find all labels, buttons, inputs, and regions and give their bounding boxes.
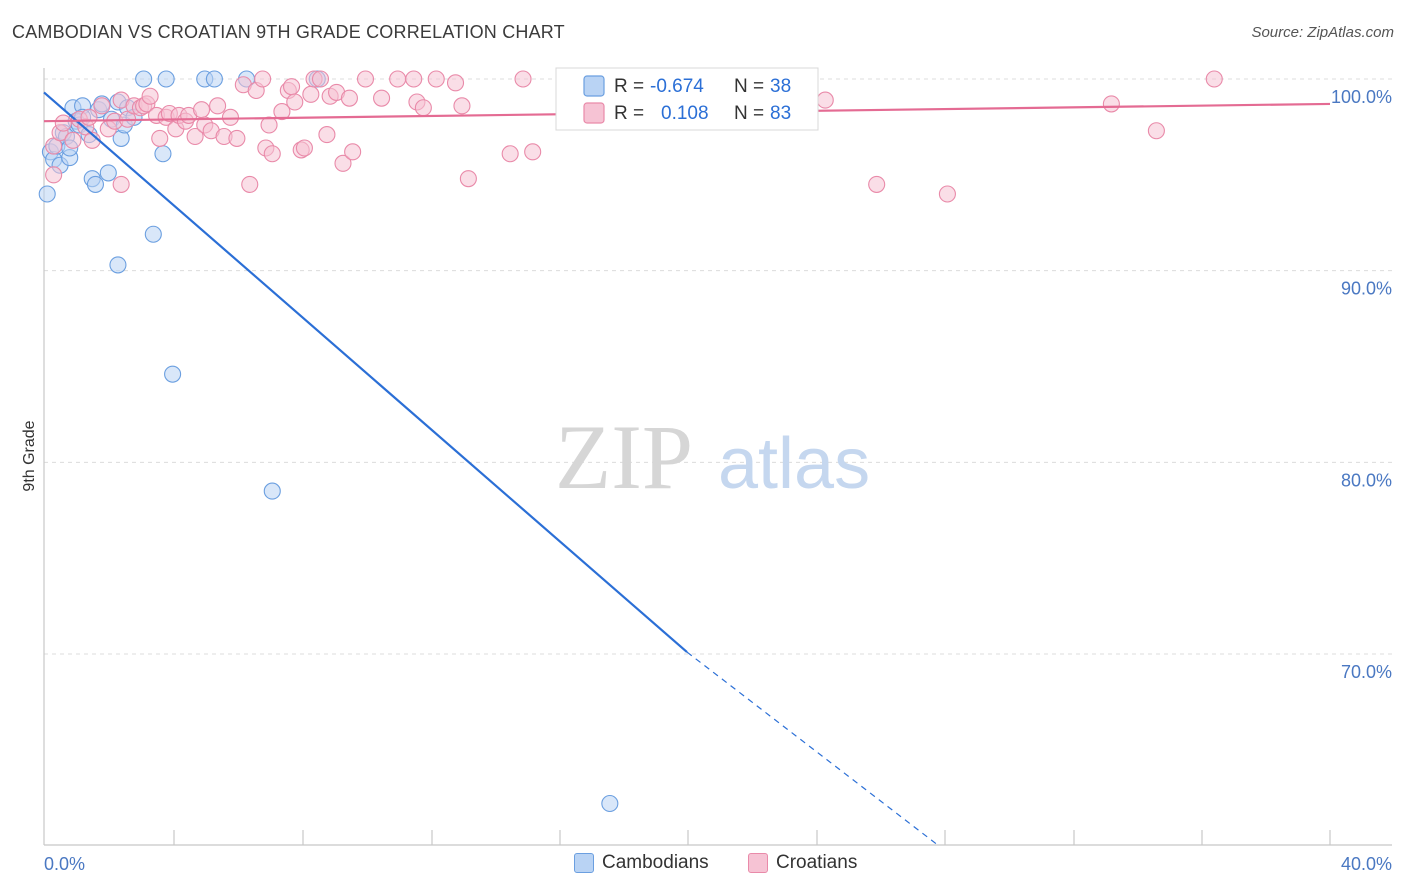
point-croatians bbox=[54, 114, 72, 132]
point-croatians bbox=[459, 170, 477, 188]
legend-item-cambodians[interactable]: Cambodians bbox=[574, 852, 709, 874]
legend-r-label-blue: R = bbox=[614, 76, 644, 97]
y-axis-label: 9th Grade bbox=[21, 420, 38, 491]
point-croatians bbox=[816, 91, 834, 109]
point-croatians bbox=[356, 70, 375, 88]
gridlines bbox=[44, 78, 1392, 655]
point-croatians bbox=[501, 145, 519, 163]
watermark-zip: ZIP bbox=[555, 406, 693, 508]
point-cambodians bbox=[157, 70, 175, 88]
legend-swatch-croatians bbox=[748, 853, 768, 873]
watermark-atlas: atlas bbox=[718, 424, 870, 504]
point-croatians bbox=[446, 74, 465, 92]
point-croatians bbox=[1102, 95, 1120, 113]
y-tick-label: 70.0% bbox=[1341, 662, 1392, 682]
legend-r-value-pink: 0.108 bbox=[661, 103, 709, 124]
point-croatians bbox=[286, 93, 304, 111]
point-croatians bbox=[524, 143, 542, 161]
point-croatians bbox=[373, 89, 391, 107]
legend-box: R = -0.674 N = 38 R = 0.108 N = 83 bbox=[555, 67, 819, 131]
point-croatians bbox=[45, 166, 63, 184]
legend-r-value-blue: -0.674 bbox=[650, 76, 704, 97]
point-cambodians bbox=[144, 225, 162, 243]
x-tick-label: 0.0% bbox=[44, 854, 85, 874]
legend-r-label-pink: R = bbox=[614, 103, 644, 124]
point-croatians bbox=[414, 99, 432, 117]
point-croatians bbox=[938, 185, 956, 203]
point-cambodians bbox=[205, 70, 223, 88]
point-croatians bbox=[295, 139, 313, 157]
point-croatians bbox=[389, 70, 407, 88]
point-croatians bbox=[302, 85, 320, 103]
watermark: ZIP atlas bbox=[555, 406, 870, 508]
point-croatians bbox=[254, 70, 272, 88]
point-cambodians bbox=[135, 70, 153, 88]
point-cambodians bbox=[601, 794, 619, 813]
legend-n-label-pink: N = bbox=[734, 103, 764, 124]
point-croatians bbox=[334, 154, 352, 172]
point-croatians bbox=[186, 127, 204, 146]
point-croatians bbox=[221, 108, 240, 126]
y-tick-label: 80.0% bbox=[1341, 470, 1392, 490]
point-croatians bbox=[868, 175, 886, 193]
legend-n-value-pink: 83 bbox=[770, 103, 791, 124]
point-croatians bbox=[209, 97, 227, 115]
point-croatians bbox=[311, 70, 330, 88]
point-croatians bbox=[228, 129, 246, 147]
legend-label-croatians: Croatians bbox=[776, 852, 858, 873]
point-croatians bbox=[260, 116, 278, 134]
point-croatians bbox=[405, 70, 423, 88]
legend-n-label-blue: N = bbox=[734, 76, 764, 97]
point-cambodians bbox=[86, 175, 104, 193]
chart-title: CAMBODIAN VS CROATIAN 9TH GRADE CORRELAT… bbox=[12, 22, 565, 42]
point-croatians bbox=[273, 103, 291, 121]
trend-line-cambodians bbox=[43, 91, 688, 653]
point-croatians bbox=[263, 145, 281, 163]
point-croatians bbox=[141, 87, 159, 105]
point-cambodians bbox=[263, 482, 281, 500]
point-croatians bbox=[112, 175, 130, 193]
point-cambodians bbox=[99, 164, 117, 182]
data-points bbox=[38, 70, 1223, 813]
point-cambodians bbox=[164, 365, 182, 383]
point-croatians bbox=[1205, 70, 1223, 88]
x-tick-label: 40.0% bbox=[1341, 854, 1392, 874]
point-croatians bbox=[93, 97, 111, 115]
point-cambodians bbox=[154, 145, 172, 163]
series-legend: Cambodians Croatians bbox=[0, 850, 1406, 880]
point-croatians bbox=[192, 101, 211, 119]
point-croatians bbox=[283, 78, 301, 96]
legend-item-croatians[interactable]: Croatians bbox=[748, 852, 857, 874]
legend-swatch-blue bbox=[583, 75, 605, 97]
point-croatians bbox=[427, 70, 445, 88]
point-cambodians bbox=[109, 256, 127, 274]
point-croatians bbox=[80, 108, 98, 126]
point-croatians bbox=[318, 126, 336, 144]
point-croatians bbox=[340, 89, 358, 107]
point-croatians bbox=[241, 175, 259, 193]
source-credit: Source: ZipAtlas.com bbox=[1251, 24, 1394, 41]
y-tick-label: 90.0% bbox=[1341, 279, 1392, 299]
point-croatians bbox=[151, 129, 169, 147]
point-croatians bbox=[64, 131, 82, 149]
legend-swatch-pink bbox=[583, 102, 605, 124]
tick-labels: 100.0% 90.0% 80.0% 70.0% 0.0% 40.0% bbox=[44, 87, 1392, 874]
point-croatians bbox=[514, 70, 532, 88]
legend-swatch-cambodians bbox=[574, 853, 594, 873]
point-croatians bbox=[453, 97, 471, 115]
point-croatians bbox=[1147, 122, 1165, 140]
legend-label-cambodians: Cambodians bbox=[602, 852, 709, 873]
trend-extension-cambodians bbox=[686, 651, 939, 846]
y-tick-label: 100.0% bbox=[1331, 87, 1392, 107]
point-croatians bbox=[344, 143, 362, 161]
point-cambodians bbox=[38, 185, 56, 203]
legend-n-value-blue: 38 bbox=[770, 76, 791, 97]
